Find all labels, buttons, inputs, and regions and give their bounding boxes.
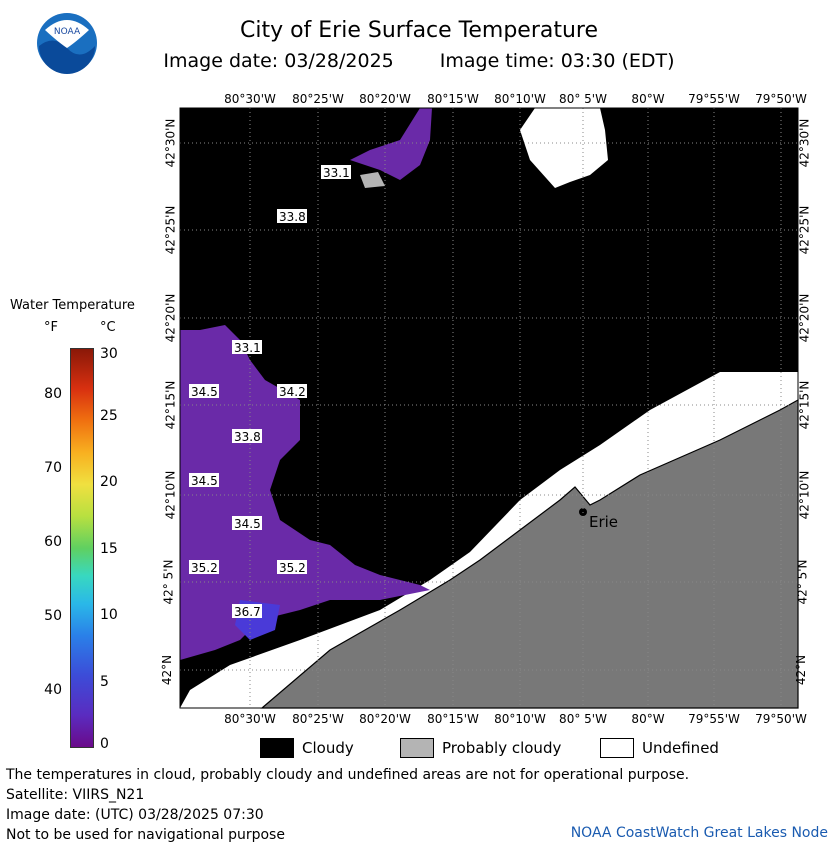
footer-line: Image date: (UTC) 03/28/2025 07:30 <box>6 807 264 823</box>
colorbar-unit-f: °F <box>44 320 58 335</box>
page-title: City of Erie Surface Temperature <box>239 18 599 43</box>
f-tick: 60 <box>44 534 62 550</box>
footer-line: Not to be used for navigational purpose <box>6 827 285 843</box>
footer-line: Satellite: VIIRS_N21 <box>6 787 145 803</box>
colorbar-title: Water Temperature <box>10 298 135 313</box>
legend-cloudy: Cloudy <box>260 738 354 758</box>
lon-label: 80°20'W <box>359 712 411 726</box>
temperature-map: Erie 33.1 33.8 33.1 34.5 34.2 33.8 34.5 … <box>179 107 799 709</box>
lon-label: 80°W <box>631 712 665 726</box>
c-tick: 25 <box>100 408 118 424</box>
undefined-area-north <box>520 108 608 188</box>
temp-label: 33.1 <box>321 165 351 180</box>
svg-text:33.8: 33.8 <box>234 430 261 444</box>
lat-label: 42°30'N <box>163 118 178 168</box>
lon-label: 80° 5'W <box>559 92 607 106</box>
lat-label: 42° 5'N <box>161 559 176 605</box>
lon-label: 80° 5'W <box>559 712 607 726</box>
f-tick: 70 <box>44 460 62 476</box>
temp-label: 33.8 <box>232 429 262 444</box>
lat-label: 42°15'N <box>163 380 178 430</box>
temp-label: 33.8 <box>277 209 307 224</box>
map-grid <box>180 108 798 708</box>
lon-label: 80°25'W <box>292 712 344 726</box>
water-temperature-area <box>180 325 430 660</box>
lat-label: 42°25'N <box>163 205 178 255</box>
lat-label: 42°N <box>160 654 175 686</box>
water-probably-cloudy <box>360 172 385 188</box>
lat-label: 42°15'N <box>797 380 812 430</box>
svg-text:34.2: 34.2 <box>279 385 306 399</box>
image-date: Image date: 03/28/2025 <box>163 50 394 72</box>
svg-text:34.5: 34.5 <box>191 385 218 399</box>
lon-label: 80°30'W <box>224 92 276 106</box>
temp-label: 34.5 <box>189 384 219 399</box>
c-tick: 10 <box>100 607 118 623</box>
svg-text:34.5: 34.5 <box>234 517 261 531</box>
legend-undefined: Undefined <box>600 738 719 758</box>
lon-label: 79°50'W <box>755 92 807 106</box>
legend-label: Cloudy <box>302 739 354 757</box>
lon-label: 79°55'W <box>688 92 740 106</box>
f-tick: 40 <box>44 682 62 698</box>
logo-text: NOAA <box>54 27 81 37</box>
svg-text:35.2: 35.2 <box>191 561 218 575</box>
temp-label: 34.5 <box>189 473 219 488</box>
legend-label: Probably cloudy <box>442 739 562 757</box>
legend-swatch <box>260 738 294 758</box>
lon-label: 80°10'W <box>494 712 546 726</box>
c-tick: 15 <box>100 541 118 557</box>
lon-label: 80°10'W <box>494 92 546 106</box>
temp-label: 35.2 <box>277 560 307 575</box>
legend-probably-cloudy: Probably cloudy <box>400 738 561 758</box>
legend-swatch <box>600 738 634 758</box>
lon-label: 80°W <box>631 92 665 106</box>
svg-text:33.1: 33.1 <box>234 341 261 355</box>
lon-label: 80°30'W <box>224 712 276 726</box>
temp-label: 35.2 <box>189 560 219 575</box>
noaa-logo: NOAA <box>37 13 97 74</box>
f-tick: 80 <box>44 386 62 402</box>
svg-text:33.8: 33.8 <box>279 210 306 224</box>
lat-label: 42°20'N <box>797 293 812 343</box>
lat-label: 42°N <box>794 654 809 686</box>
legend-label: Undefined <box>642 739 719 757</box>
lat-label: 42°30'N <box>797 118 812 168</box>
f-tick: 50 <box>44 608 62 624</box>
lat-label: 42°20'N <box>163 293 178 343</box>
temp-label: 34.2 <box>277 384 307 399</box>
lat-label: 42° 5'N <box>795 559 810 605</box>
temp-label: 34.5 <box>232 516 262 531</box>
c-tick: 0 <box>100 736 109 752</box>
lon-label: 80°15'W <box>427 92 479 106</box>
credit-text: NOAA CoastWatch Great Lakes Node <box>570 825 828 841</box>
svg-text:33.1: 33.1 <box>323 166 350 180</box>
lat-label: 42°10'N <box>163 470 178 520</box>
footer-line: The temperatures in cloud, probably clou… <box>6 767 690 783</box>
temp-label: 33.1 <box>232 340 262 355</box>
lon-label: 80°25'W <box>292 92 344 106</box>
water-temperature-area-north <box>350 108 432 180</box>
lat-label: 42°10'N <box>797 470 812 520</box>
lon-label: 79°55'W <box>688 712 740 726</box>
erie-label: Erie <box>589 513 618 531</box>
c-tick: 5 <box>100 674 109 690</box>
lon-label: 79°50'W <box>755 712 807 726</box>
c-tick: 20 <box>100 474 118 490</box>
lat-label: 42°25'N <box>797 205 812 255</box>
c-tick: 30 <box>100 346 118 362</box>
colorbar-unit-c: °C <box>100 320 116 335</box>
svg-text:36.7: 36.7 <box>234 605 261 619</box>
lon-label: 80°15'W <box>427 712 479 726</box>
temperature-labels: 33.1 33.8 33.1 34.5 34.2 33.8 34.5 34.5 … <box>189 165 351 619</box>
legend-swatch <box>400 738 434 758</box>
footer-notes: The temperatures in cloud, probably clou… <box>6 765 689 845</box>
svg-text:34.5: 34.5 <box>191 474 218 488</box>
colorbar <box>70 348 94 748</box>
lon-label: 80°20'W <box>359 92 411 106</box>
svg-text:35.2: 35.2 <box>279 561 306 575</box>
image-datetime: Image date: 03/28/2025 Image time: 03:30… <box>0 50 838 72</box>
image-time: Image time: 03:30 (EDT) <box>439 50 675 72</box>
temp-label: 36.7 <box>232 604 262 619</box>
